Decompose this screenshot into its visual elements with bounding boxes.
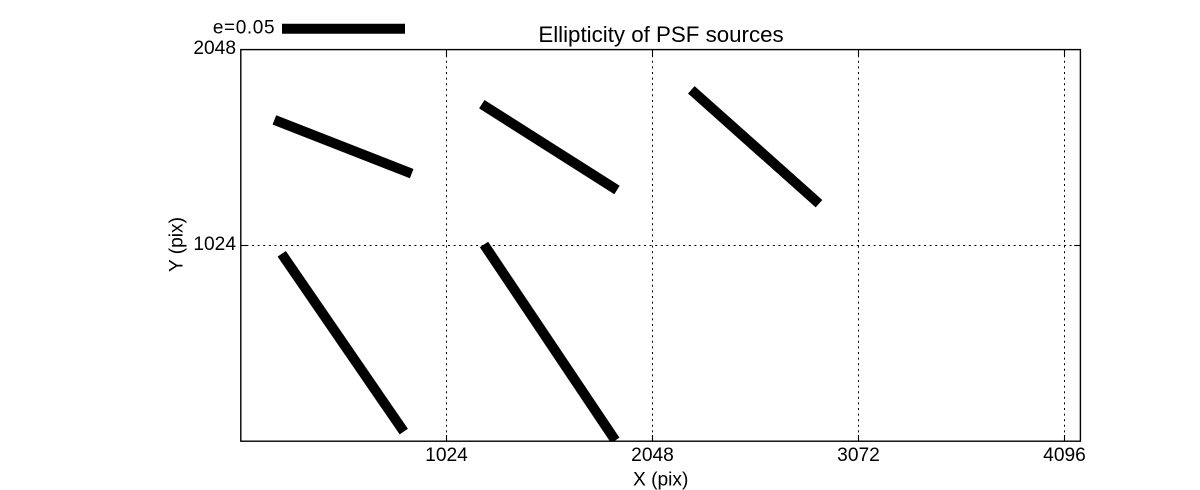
svg-text:Y (pix): Y (pix) [167, 217, 188, 272]
svg-text:X (pix): X (pix) [633, 470, 688, 490]
svg-text:2048: 2048 [631, 445, 674, 466]
svg-text:e=0.05: e=0.05 [213, 18, 275, 39]
svg-text:1024: 1024 [193, 234, 236, 255]
svg-text:1024: 1024 [425, 445, 468, 466]
svg-text:3072: 3072 [837, 445, 880, 466]
svg-text:4096: 4096 [1043, 445, 1086, 466]
svg-text:Ellipticity of PSF sources: Ellipticity of PSF sources [538, 22, 783, 47]
svg-text:2048: 2048 [193, 38, 236, 59]
